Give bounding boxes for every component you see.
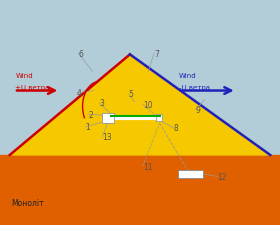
Text: 8: 8 — [174, 124, 178, 133]
Text: 12: 12 — [217, 172, 227, 181]
Text: Wind: Wind — [15, 73, 33, 79]
Text: 1: 1 — [85, 123, 90, 132]
Bar — [156, 115, 162, 122]
Text: 5: 5 — [129, 90, 134, 99]
Bar — [102, 113, 114, 123]
Text: Wind: Wind — [179, 73, 197, 79]
Text: 10: 10 — [143, 100, 152, 109]
Bar — [0, 155, 280, 225]
Polygon shape — [10, 55, 270, 155]
Text: Моноліт: Моноліт — [11, 198, 44, 207]
Text: 9: 9 — [196, 106, 201, 115]
Text: 6: 6 — [78, 50, 83, 58]
Text: 13: 13 — [102, 133, 112, 142]
Text: 3: 3 — [99, 99, 104, 108]
Text: 11: 11 — [143, 162, 152, 171]
Text: 2: 2 — [88, 110, 93, 119]
Text: +U ветра: +U ветра — [15, 84, 50, 90]
Bar — [178, 170, 203, 178]
Text: 7: 7 — [154, 50, 159, 58]
Text: 4: 4 — [77, 89, 82, 98]
Text: -U ветра: -U ветра — [179, 84, 210, 90]
